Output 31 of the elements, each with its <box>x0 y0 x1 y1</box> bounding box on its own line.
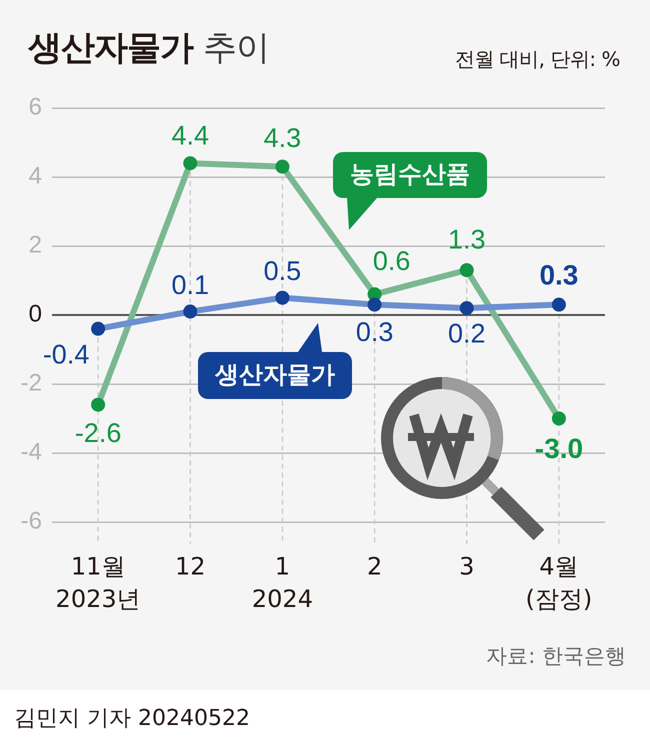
text: 김민지 기자 20240522 <box>14 705 250 733</box>
y-tick-label: 4 <box>28 162 42 190</box>
data-label: 0.2 <box>448 318 486 349</box>
data-label: 0.5 <box>264 256 302 286</box>
x-tick-label: 4월 (잠정) <box>526 552 592 613</box>
y-tick-label: 2 <box>28 232 42 259</box>
chart-title: 생산자물가 추이 <box>28 28 269 68</box>
data-label: -2.6 <box>74 418 122 448</box>
data-label: 0.1 <box>171 270 210 300</box>
data-label: 1.3 <box>448 224 486 255</box>
x-tick-label: 2 <box>366 552 382 580</box>
chart-subtitle: 전월 대비, 단위: % <box>454 46 620 72</box>
y-tick-label: -4 <box>20 438 42 466</box>
y-tick-label: -2 <box>20 370 42 397</box>
text: 자료: 한국은행 <box>486 643 626 670</box>
data-label: -0.4 <box>42 339 90 370</box>
x-tick-label: 12 <box>174 552 206 580</box>
series-label: 농림수산품 <box>350 160 470 188</box>
data-label: 0.3 <box>539 259 578 290</box>
data-label: 0.6 <box>372 246 410 276</box>
text: 생산자물가 <box>214 360 335 389</box>
y-tick-label: 6 <box>28 94 42 121</box>
y-tick-label: -6 <box>20 508 42 535</box>
data-label: 4.3 <box>264 123 302 154</box>
x-tick-label: 1 2024 <box>252 552 313 613</box>
x-tick-label: 11월 2023년 <box>56 552 141 613</box>
y-tick-label: 0 <box>28 300 42 328</box>
data-label: 0.3 <box>356 317 394 348</box>
data-label: 4.4 <box>171 120 210 151</box>
data-label: -3.0 <box>534 433 584 464</box>
x-tick-label: 3 <box>459 552 474 580</box>
